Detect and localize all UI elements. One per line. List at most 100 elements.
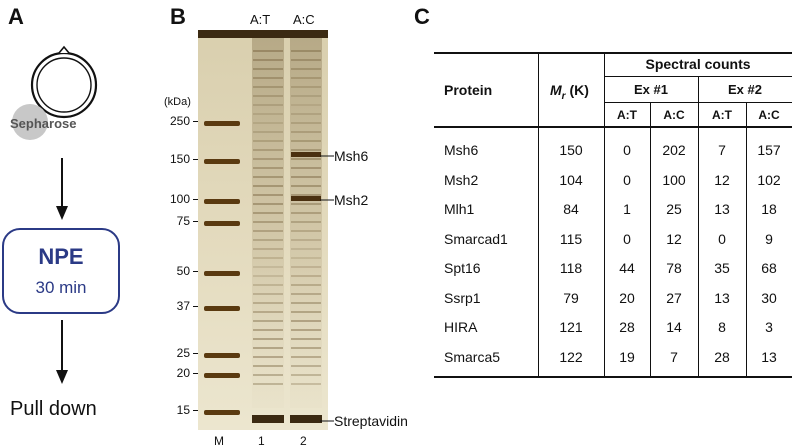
lane-header-at: A:T <box>250 12 271 27</box>
sample-band <box>291 167 321 169</box>
msh-band <box>291 196 321 201</box>
mw-marker-dash <box>193 373 198 374</box>
sepharose-bead <box>12 104 48 140</box>
sepharose-label: Sepharose <box>10 116 77 131</box>
plasmid-circle <box>30 51 98 119</box>
marker-band <box>204 199 240 204</box>
npe-title: NPE <box>38 244 84 269</box>
header-protein: Protein <box>444 82 493 98</box>
cell-ex2-ac: 9 <box>765 230 773 247</box>
cell-mr: 84 <box>563 201 579 217</box>
mw-marker-dash <box>193 353 198 354</box>
mismatch-notch <box>58 45 70 54</box>
cell-mr: 104 <box>559 171 583 188</box>
sample-band <box>291 113 321 115</box>
header-spectral-counts: Spectral counts <box>645 56 751 72</box>
sample-band <box>291 275 321 277</box>
mw-marker-250: 250 <box>169 114 190 128</box>
spectral-count-table: Protein Mr (K) Spectral counts Ex #1 Ex … <box>434 52 792 378</box>
sample-band <box>253 59 283 61</box>
cell-ex2-ac: 13 <box>761 348 777 365</box>
cell-ex2-ac: 18 <box>761 201 777 217</box>
sample-band <box>291 50 321 52</box>
sample-band <box>253 140 283 142</box>
sample-band <box>253 347 283 349</box>
cell-ex2-ac: 157 <box>757 142 781 158</box>
sample-band <box>291 338 321 340</box>
arrow-1-head <box>56 206 68 220</box>
cell-protein: Msh2 <box>444 171 479 188</box>
sample-band <box>291 104 321 106</box>
sample-band <box>253 329 283 331</box>
sample-band <box>253 185 283 187</box>
lane-header-ac: A:C <box>293 12 315 27</box>
cell-ex1-ac: 202 <box>662 142 686 158</box>
mw-marker-dash <box>193 159 198 160</box>
sample-band <box>291 248 321 250</box>
npe-box: NPE 30 min <box>2 228 120 314</box>
cell-ex2-at: 0 <box>718 230 726 247</box>
mw-marker-dash <box>193 199 198 200</box>
cell-mr: 79 <box>563 289 579 306</box>
panel-a-diagram <box>12 45 98 384</box>
pull-down-label: Pull down <box>10 398 97 420</box>
cell-mr: 150 <box>559 142 583 158</box>
cell-ex2-at: 13 <box>714 289 730 306</box>
sample-band <box>253 104 283 106</box>
mw-marker-20: 20 <box>176 366 190 380</box>
sample-band <box>291 239 321 241</box>
header-ex2-ac: A:C <box>758 108 780 122</box>
cell-ex1-at: 0 <box>623 142 631 158</box>
sample-band <box>291 374 321 376</box>
mw-marker-dash <box>193 306 198 307</box>
cell-ex1-ac: 25 <box>666 201 682 217</box>
marker-band <box>204 271 240 276</box>
mw-marker-25: 25 <box>176 346 190 360</box>
sample-band <box>253 302 283 304</box>
cell-ex1-at: 28 <box>619 319 635 335</box>
cell-protein: Smarcad1 <box>444 230 508 247</box>
cell-ex1-ac: 78 <box>666 260 682 276</box>
sample-band <box>291 347 321 349</box>
sample-band <box>253 50 283 52</box>
cell-mr: 115 <box>559 230 583 247</box>
sample-band <box>291 149 321 151</box>
arrow-2-head <box>56 370 68 384</box>
header-ex1: Ex #1 <box>634 82 668 97</box>
sample-band <box>253 149 283 151</box>
panel-a-letter: A <box>8 4 24 29</box>
gel-image <box>198 30 328 430</box>
sample-band <box>253 68 283 70</box>
sample-band <box>291 203 321 205</box>
sample-band <box>253 194 283 196</box>
panel-c-letter: C <box>414 4 430 29</box>
sample-band <box>291 257 321 259</box>
sample-band <box>253 122 283 124</box>
header-ex2: Ex #2 <box>728 82 762 97</box>
cell-ex1-at: 19 <box>619 348 635 365</box>
sample-band <box>291 302 321 304</box>
sample-band <box>253 383 283 385</box>
lane-label-m: M <box>214 434 224 448</box>
mw-marker-50: 50 <box>176 264 190 278</box>
cell-ex2-ac: 68 <box>761 260 777 276</box>
sample-band <box>253 176 283 178</box>
header-ex1-at: A:T <box>617 108 637 122</box>
sample-band <box>291 320 321 322</box>
sample-band <box>253 293 283 295</box>
cell-ex1-at: 44 <box>619 260 635 276</box>
cell-protein: Msh6 <box>444 142 479 158</box>
sample-band <box>253 284 283 286</box>
cell-ex2-ac: 30 <box>761 289 777 306</box>
lane-label-1: 1 <box>258 434 265 448</box>
mw-marker-75: 75 <box>176 214 190 228</box>
sample-band <box>291 284 321 286</box>
sample-band <box>253 257 283 259</box>
sample-band <box>253 374 283 376</box>
marker-band <box>204 159 240 164</box>
sample-band <box>291 230 321 232</box>
cell-mr: 122 <box>559 348 583 365</box>
sample-band <box>253 356 283 358</box>
cell-ex2-at: 35 <box>714 260 730 276</box>
sample-band <box>291 365 321 367</box>
